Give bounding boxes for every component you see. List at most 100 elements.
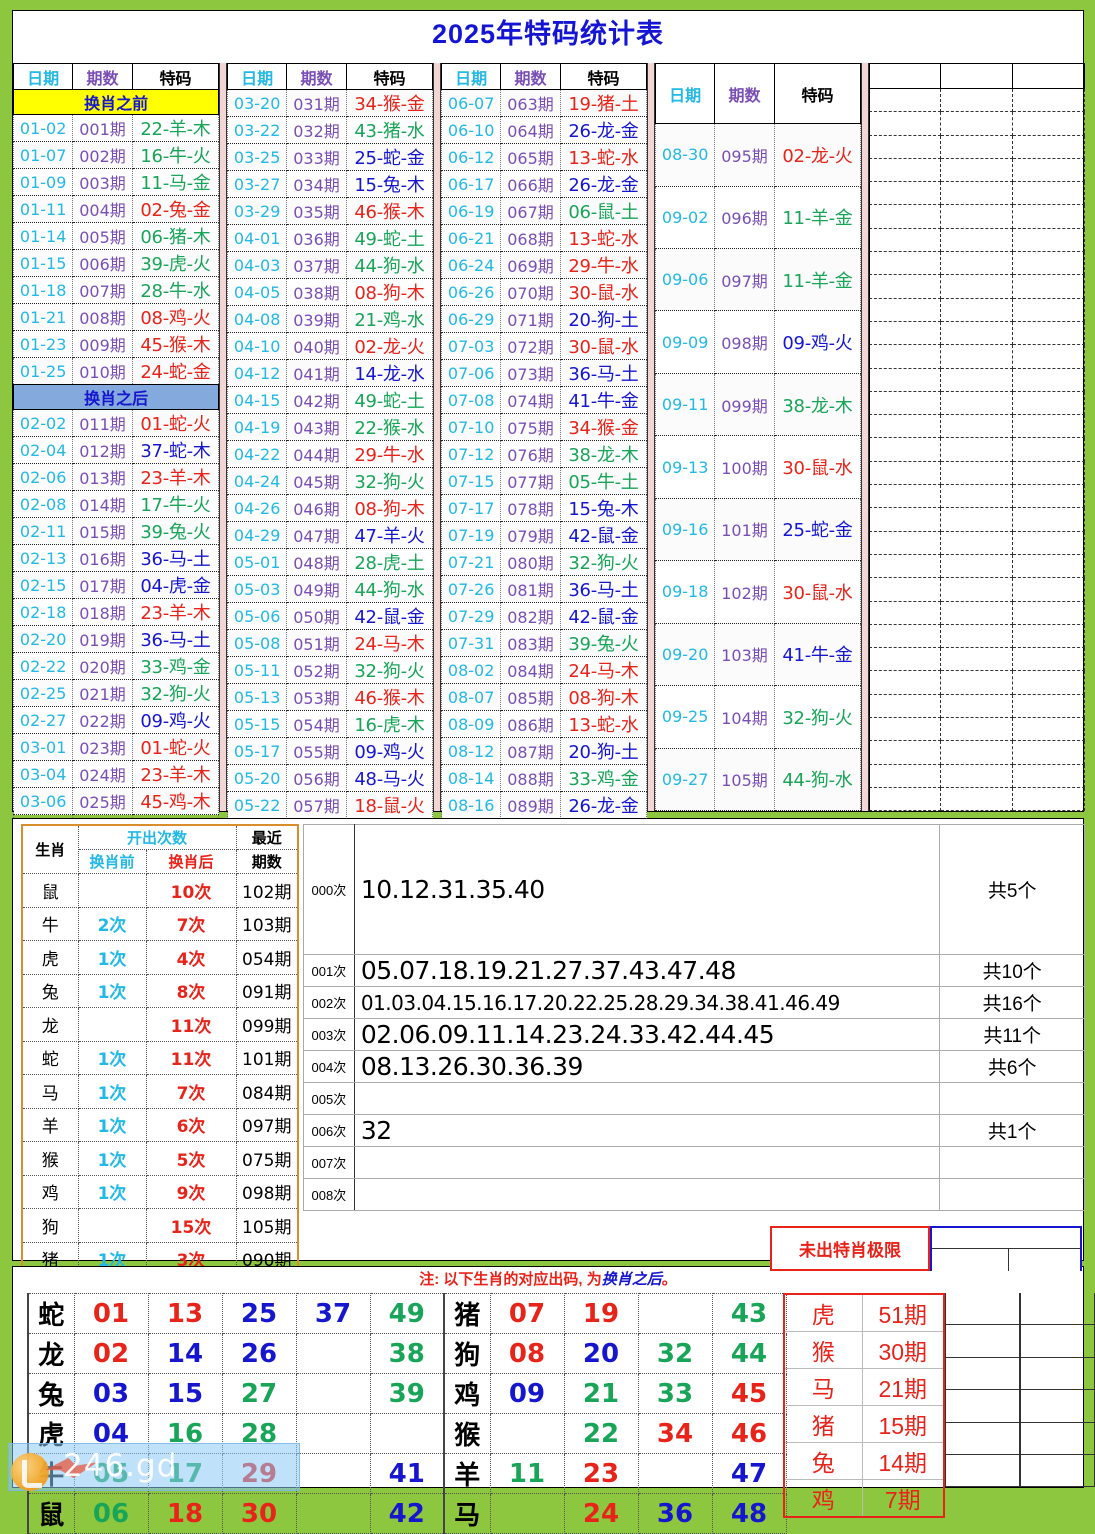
cell-count-label: 001次 xyxy=(303,954,355,987)
table-row: 04-26 046期 08-狗-木 xyxy=(226,494,434,522)
zodiac-header-row-2: 换肖前 换肖后 期数 xyxy=(22,849,299,874)
empty-cell xyxy=(1013,228,1085,253)
empty-cell xyxy=(941,112,1013,136)
summary-panel: 生肖 开出次数 最近 换肖前 换肖后 期数鼠 10次 102期牛 2次 7次 103期虎 1次 4次 05… xyxy=(12,818,1085,1277)
cell-issue: 084期 xyxy=(500,656,561,684)
cell-issue: 048期 xyxy=(286,548,347,576)
cell-date: 04-19 xyxy=(226,413,288,441)
empty-cell xyxy=(1013,368,1085,392)
cell-issue: 102期 xyxy=(714,560,775,624)
cell-number xyxy=(637,1293,713,1334)
header-date: 日期 xyxy=(654,62,716,125)
cell-issue: 047期 xyxy=(286,521,347,549)
cell-date: 02-25 xyxy=(12,679,74,707)
cell-number: 20 xyxy=(563,1333,639,1374)
header-recent-2: 期数 xyxy=(235,849,299,874)
cell-special-code: 46-猴-木 xyxy=(345,197,434,225)
cell-issue: 087期 xyxy=(500,737,561,765)
cell-date: 01-25 xyxy=(12,357,74,385)
cell-issue: 074期 xyxy=(500,386,561,414)
cell-special-code: 23-羊-木 xyxy=(131,463,220,491)
cell-issue: 035期 xyxy=(286,197,347,225)
cell-recent-issue: 098期 xyxy=(235,1174,299,1209)
cell-date: 06-29 xyxy=(440,305,502,333)
cell-date: 05-03 xyxy=(226,575,288,603)
empty-cell xyxy=(1013,275,1085,299)
cell-special-code: 46-猴-木 xyxy=(345,683,434,711)
empty-row xyxy=(869,694,1085,719)
empty-row xyxy=(869,601,1085,625)
cell-special-code: 22-猴-水 xyxy=(345,413,434,441)
empty-cell xyxy=(1013,158,1085,183)
cell-date: 06-12 xyxy=(440,143,502,171)
empty-cell xyxy=(1013,601,1085,625)
empty-cell xyxy=(941,415,1013,439)
cell-date: 05-08 xyxy=(226,629,288,657)
unstarted-limit-title: 未出特肖极限 xyxy=(770,1226,930,1271)
empty-cell xyxy=(1020,1325,1095,1358)
cell-number: 32 xyxy=(637,1333,713,1374)
cell-date: 06-26 xyxy=(440,278,502,306)
table-row: 01-07 002期 16-牛-火 xyxy=(12,141,220,169)
empty-cell xyxy=(869,252,941,276)
empty-row xyxy=(869,321,1085,346)
empty-cell xyxy=(1020,1293,1095,1326)
cell-special-code: 30-鼠-水 xyxy=(559,332,648,360)
cell-issue: 104期 xyxy=(714,685,775,749)
cell-zodiac-name: 鸡 xyxy=(443,1373,491,1414)
table-row: 05-13 053期 46-猴-木 xyxy=(226,683,434,711)
cell-date: 03-29 xyxy=(226,197,288,225)
cell-issue: 056期 xyxy=(286,764,347,792)
cell-after-count: 8次 xyxy=(145,973,237,1008)
cell-date: 04-15 xyxy=(226,386,288,414)
cell-count-label: 004次 xyxy=(303,1050,355,1083)
cell-date: 02-20 xyxy=(12,625,74,653)
table-row: 09-16 101期 25-蛇-金 xyxy=(654,498,862,562)
cell-date: 06-17 xyxy=(440,170,502,198)
table-row: 01-25 010期 24-蛇-金 xyxy=(12,357,220,385)
table-row: 05-17 055期 09-鸡-火 xyxy=(226,737,434,765)
empty-row xyxy=(869,228,1085,253)
cell-before-count: 1次 xyxy=(77,973,147,1008)
cell-after-count: 11次 xyxy=(145,1040,237,1075)
cell-zodiac-name: 狗 xyxy=(21,1208,79,1243)
table-row: 09-20 103期 41-牛-金 xyxy=(654,623,862,687)
cell-date: 09-27 xyxy=(654,748,716,811)
table-row: 02-22 020期 33-鸡-金 xyxy=(12,652,220,680)
zodiac-number-mapping-panel: 注: 以下生肖的对应出码, 为换肖之后。 蛇 01 13 25 37 49 猪 07 19 43 龙… xyxy=(12,1266,1095,1534)
count-row: 005次 xyxy=(303,1082,1085,1115)
cell-number: 37 xyxy=(295,1293,371,1334)
empty-cell xyxy=(1013,415,1085,439)
zodiac-row: 兔 1次 8次 091期 xyxy=(21,973,299,1008)
cell-count-total: 共11个 xyxy=(939,1018,1085,1051)
header-special-code: 特码 xyxy=(345,63,434,90)
header-special-code: 特码 xyxy=(773,62,862,125)
table-row: 02-27 022期 09-鸡-火 xyxy=(12,706,220,734)
cell-date: 03-22 xyxy=(226,116,288,144)
cell-issue: 010期 xyxy=(72,357,133,385)
cell-issue: 013期 xyxy=(72,463,133,491)
cell-special-code: 43-猪-水 xyxy=(345,116,434,144)
empty-cell xyxy=(1013,508,1085,532)
cell-date: 08-30 xyxy=(654,123,716,187)
mapping-row: 龙 02 14 26 38 狗 08 20 32 44 xyxy=(27,1333,787,1374)
zodiac-number-table: 蛇 01 13 25 37 49 猪 07 19 43 龙 02 14 26 38 狗 08 20 32 44 兔 03 1… xyxy=(27,1293,787,1534)
cell-number xyxy=(295,1453,371,1494)
empty-cell xyxy=(869,158,941,183)
empty-cell xyxy=(1013,718,1085,742)
cell-issue: 006期 xyxy=(72,249,133,277)
cell-date: 02-18 xyxy=(12,598,74,626)
cell-special-code: 49-蛇-土 xyxy=(345,224,434,252)
cell-issue: 075期 xyxy=(500,413,561,441)
cell-issue: 049期 xyxy=(286,575,347,603)
cell-count-total xyxy=(939,1082,1085,1115)
empty-cell xyxy=(945,1454,1020,1488)
cell-date: 01-11 xyxy=(12,195,74,223)
cell-zodiac-name: 虎 xyxy=(21,940,79,975)
cell-zodiac-name: 兔 xyxy=(27,1373,75,1414)
empty-cell xyxy=(1013,531,1085,555)
cell-count-total: 共1个 xyxy=(939,1114,1085,1147)
cell-count-label: 002次 xyxy=(303,986,355,1019)
cell-issue: 023期 xyxy=(72,733,133,761)
cell-date: 03-01 xyxy=(12,733,74,761)
